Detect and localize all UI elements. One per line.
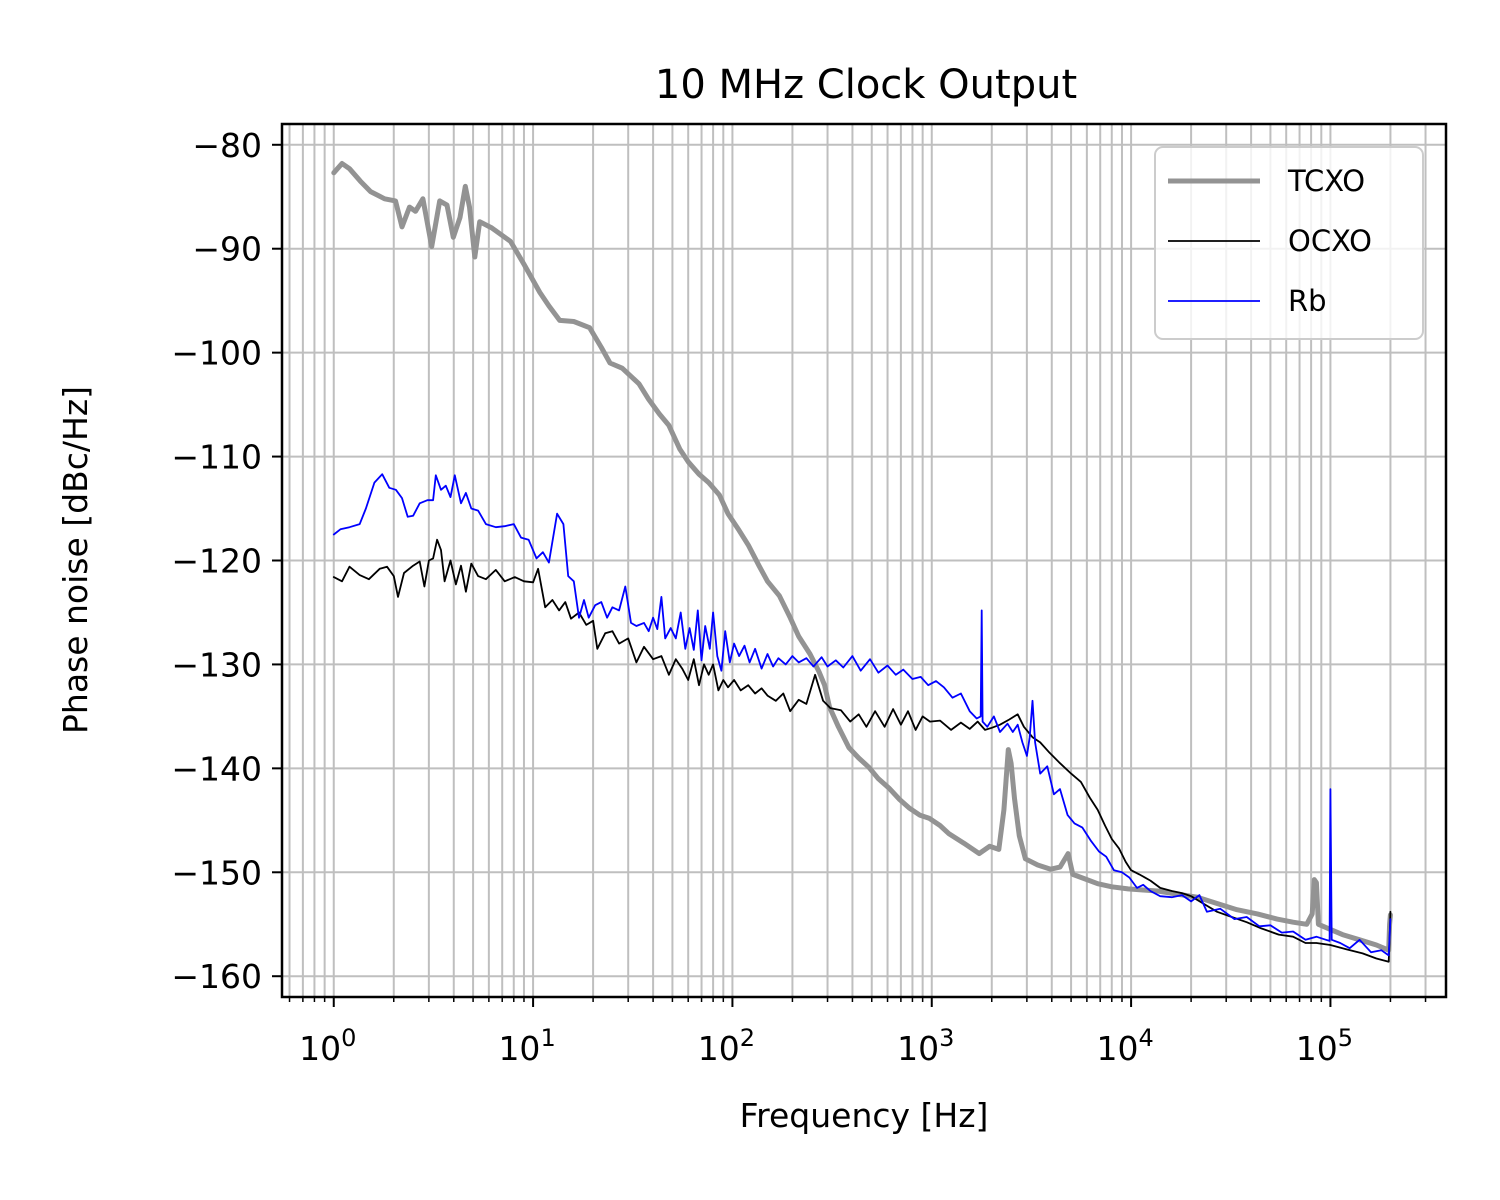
x-tick-base: 10	[299, 1029, 341, 1068]
x-tick-exponent: 2	[740, 1024, 755, 1052]
y-tick-label: −80	[192, 126, 262, 165]
x-tick-label: 104	[1096, 1024, 1153, 1068]
x-tick-base: 10	[897, 1029, 939, 1068]
y-tick-label: −100	[171, 334, 262, 373]
series-line-ocxo	[332, 538, 1392, 963]
x-axis-ticks: 100 101 102 103 104 105	[288, 997, 1427, 1068]
y-tick-label: −120	[171, 542, 262, 581]
x-tick-label: 102	[698, 1024, 755, 1068]
x-tick-label: 101	[498, 1024, 555, 1068]
y-tick-label: −130	[171, 645, 262, 684]
series-line-tcxo	[331, 161, 1393, 953]
y-axis-title: Phase noise [dBc/Hz]	[56, 386, 95, 734]
y-tick-label: −110	[171, 438, 262, 477]
x-tick-label: 105	[1296, 1024, 1353, 1068]
x-tick-exponent: 1	[540, 1024, 555, 1052]
x-tick-exponent: 3	[939, 1024, 954, 1052]
series-line-rb	[332, 473, 1392, 957]
legend-label-tcxo: TCXO	[1287, 164, 1365, 198]
legend-label-ocxo: OCXO	[1288, 224, 1372, 258]
x-tick-exponent: 5	[1338, 1024, 1353, 1052]
x-tick-label: 103	[897, 1024, 954, 1068]
y-axis-ticks: −80 −90 −100 −110 −120 −130 −140 −150 −160	[171, 126, 282, 996]
x-axis-title: Frequency [Hz]	[740, 1096, 989, 1135]
legend: TCXO OCXO Rb	[1154, 146, 1424, 340]
series-layer	[331, 161, 1393, 963]
y-tick-label: −160	[171, 957, 262, 996]
chart-title: 10 MHz Clock Output	[655, 62, 1077, 108]
legend-label-rb: Rb	[1288, 284, 1327, 318]
y-tick-label: −150	[171, 853, 262, 892]
x-tick-exponent: 4	[1138, 1024, 1153, 1052]
x-tick-base: 10	[698, 1029, 740, 1068]
x-tick-label: 100	[299, 1024, 356, 1068]
x-tick-exponent: 0	[341, 1024, 356, 1052]
y-tick-label: −140	[171, 749, 262, 788]
y-tick-label: −90	[192, 230, 262, 269]
legend-box	[1154, 146, 1424, 340]
x-tick-base: 10	[1096, 1029, 1138, 1068]
x-tick-base: 10	[1296, 1029, 1338, 1068]
x-tick-base: 10	[498, 1029, 540, 1068]
